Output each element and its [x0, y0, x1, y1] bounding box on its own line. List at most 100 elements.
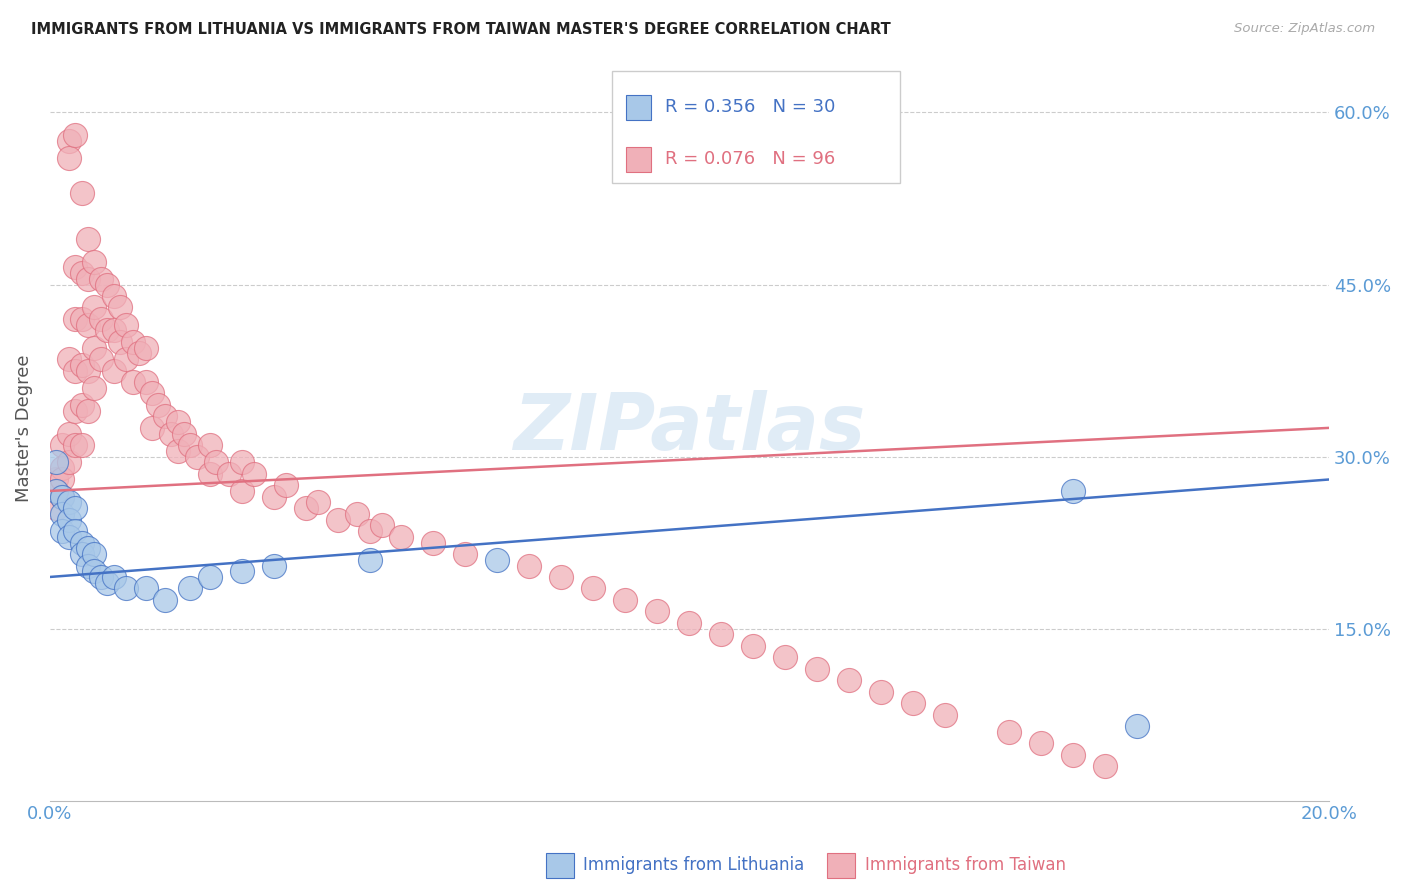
Point — [128, 346, 150, 360]
Point — [231, 483, 253, 498]
Point — [83, 341, 105, 355]
Point — [96, 323, 118, 337]
Point — [141, 421, 163, 435]
Point — [51, 461, 73, 475]
Point — [90, 352, 112, 367]
Point — [58, 455, 80, 469]
Point — [647, 604, 669, 618]
Point — [65, 501, 87, 516]
Point — [121, 375, 143, 389]
Point — [710, 627, 733, 641]
Point — [263, 490, 285, 504]
Point — [77, 318, 100, 332]
Point — [45, 455, 67, 469]
Point — [70, 266, 93, 280]
Point — [135, 375, 157, 389]
Point — [294, 501, 316, 516]
Point — [70, 186, 93, 200]
Point — [51, 524, 73, 538]
Point — [83, 547, 105, 561]
Point — [1062, 483, 1084, 498]
Point — [166, 415, 188, 429]
Point — [153, 409, 176, 424]
Point — [103, 323, 125, 337]
Point — [218, 467, 240, 481]
Point — [65, 403, 87, 417]
Point — [678, 615, 700, 630]
Point — [77, 558, 100, 573]
Point — [77, 272, 100, 286]
Point — [70, 358, 93, 372]
Point — [77, 541, 100, 556]
Text: IMMIGRANTS FROM LITHUANIA VS IMMIGRANTS FROM TAIWAN MASTER'S DEGREE CORRELATION : IMMIGRANTS FROM LITHUANIA VS IMMIGRANTS … — [31, 22, 890, 37]
Point — [58, 134, 80, 148]
Point — [359, 553, 381, 567]
Point — [51, 490, 73, 504]
Point — [96, 575, 118, 590]
Point — [83, 254, 105, 268]
Point — [186, 450, 208, 464]
Point — [58, 495, 80, 509]
Point — [148, 398, 170, 412]
Point — [806, 662, 828, 676]
Text: R = 0.076   N = 96: R = 0.076 N = 96 — [665, 150, 835, 168]
Point — [263, 558, 285, 573]
Point — [70, 398, 93, 412]
Point — [276, 478, 298, 492]
Text: Source: ZipAtlas.com: Source: ZipAtlas.com — [1234, 22, 1375, 36]
Point — [115, 352, 138, 367]
Text: Immigrants from Taiwan: Immigrants from Taiwan — [865, 856, 1066, 874]
Point — [65, 524, 87, 538]
Point — [51, 438, 73, 452]
Point — [58, 152, 80, 166]
Point — [153, 593, 176, 607]
Point — [198, 438, 221, 452]
Point — [58, 426, 80, 441]
Point — [108, 334, 131, 349]
Point — [307, 495, 329, 509]
Point — [1094, 759, 1116, 773]
Point — [205, 455, 228, 469]
Point — [83, 564, 105, 578]
Point — [65, 312, 87, 326]
Point — [198, 570, 221, 584]
Point — [90, 570, 112, 584]
Point — [58, 352, 80, 367]
Y-axis label: Master's Degree: Master's Degree — [15, 354, 32, 501]
Point — [486, 553, 509, 567]
Point — [359, 524, 381, 538]
Point — [103, 363, 125, 377]
Point — [243, 467, 266, 481]
Point — [1126, 719, 1149, 733]
Point — [998, 724, 1021, 739]
Point — [519, 558, 541, 573]
Point — [231, 455, 253, 469]
Point — [326, 513, 349, 527]
Point — [51, 507, 73, 521]
Point — [96, 277, 118, 292]
Point — [65, 260, 87, 275]
Point — [1031, 736, 1053, 750]
Point — [422, 535, 444, 549]
Point — [45, 501, 67, 516]
Point — [70, 535, 93, 549]
Point — [103, 570, 125, 584]
Point — [614, 593, 637, 607]
Point — [58, 513, 80, 527]
Point — [135, 582, 157, 596]
Point — [903, 696, 925, 710]
Point — [166, 443, 188, 458]
Point — [83, 381, 105, 395]
Point — [179, 582, 201, 596]
Point — [121, 334, 143, 349]
Point — [51, 490, 73, 504]
Point — [198, 467, 221, 481]
Point — [45, 473, 67, 487]
Point — [45, 483, 67, 498]
Point — [83, 301, 105, 315]
Point — [70, 547, 93, 561]
Point — [742, 639, 765, 653]
Point — [870, 684, 893, 698]
Point — [454, 547, 477, 561]
Point — [775, 650, 797, 665]
